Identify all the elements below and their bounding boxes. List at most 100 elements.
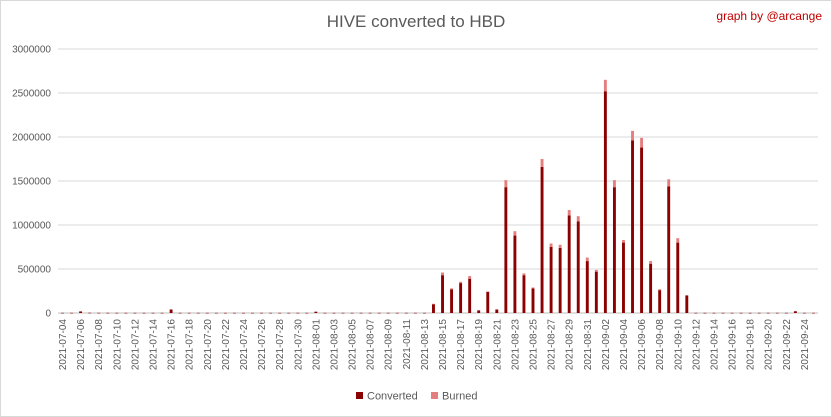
y-tick-label: 1500000 [12, 177, 51, 188]
bar-converted [585, 261, 589, 313]
bar-burned [622, 239, 625, 243]
x-tick-label: 2021-08-11 [402, 319, 413, 370]
bar-converted [432, 304, 435, 313]
y-tick-label: 3000000 [12, 45, 51, 56]
x-tick-label: 2021-07-22 [221, 319, 232, 371]
bar-burned [612, 180, 616, 188]
legend-label-burned: Burned [442, 391, 477, 403]
x-tick-label: 2021-08-19 [474, 319, 485, 371]
bar-converted [169, 309, 173, 313]
legend-swatch-burned [431, 392, 438, 399]
bar-converted [450, 289, 454, 313]
x-tick-label: 2021-08-05 [348, 319, 359, 371]
bar-converted [242, 312, 245, 314]
bar-converted [115, 312, 119, 314]
bar-converted [784, 312, 788, 314]
bar-converted [685, 295, 689, 313]
bar-converted [332, 312, 336, 314]
x-tick-label: 2021-07-10 [112, 319, 123, 371]
bar-converted [187, 312, 191, 314]
legend-label-converted: Converted [367, 391, 418, 403]
x-tick-label: 2021-09-14 [709, 319, 720, 371]
bar-converted [61, 312, 64, 314]
x-tick-label: 2021-07-28 [275, 319, 286, 371]
bar-converted [676, 242, 680, 313]
bar-burned [450, 288, 454, 290]
bar-burned [594, 269, 598, 272]
bar-converted [459, 283, 463, 313]
bar-burned [468, 276, 472, 279]
x-tick-label: 2021-08-21 [492, 319, 503, 371]
bar-burned [603, 79, 607, 92]
bar-burned [649, 261, 653, 264]
x-tick-label: 2021-07-04 [58, 319, 69, 371]
gridlines [58, 48, 818, 314]
bar-converted [721, 312, 725, 314]
x-tick-label: 2021-07-24 [239, 319, 250, 371]
x-tick-label: 2021-09-18 [746, 319, 757, 371]
bar-converted [278, 312, 282, 314]
bar-burned [432, 303, 435, 305]
bar-converted [667, 186, 671, 313]
bar-converted [214, 312, 218, 314]
bar-converted [631, 140, 634, 313]
bar-converted [576, 221, 580, 313]
bar-converted [151, 312, 155, 314]
bar-converted [712, 312, 716, 314]
y-tick-label: 0 [45, 309, 51, 320]
credit-label: graph by @arcange [716, 9, 822, 23]
bar-converted [757, 312, 761, 314]
y-tick-label: 2000000 [12, 133, 51, 144]
x-tick-label: 2021-07-30 [293, 319, 304, 371]
bar-converted [124, 312, 128, 314]
bar-converted [812, 312, 815, 314]
bar-converted [305, 312, 309, 314]
bar-converted [640, 147, 644, 313]
x-tick-label: 2021-08-25 [529, 319, 540, 371]
bar-burned [631, 130, 634, 141]
y-tick-label: 500000 [18, 265, 52, 276]
x-tick-label: 2021-07-08 [94, 319, 105, 371]
bar-converted [513, 235, 517, 313]
legend-swatch-converted [356, 392, 363, 399]
legend: Converted Burned [356, 391, 477, 403]
x-tick-label: 2021-09-04 [619, 319, 630, 371]
y-tick-label: 2500000 [12, 89, 51, 100]
x-tick-label: 2021-08-31 [583, 319, 594, 371]
bar-converted [296, 312, 300, 314]
bar-converted [703, 312, 707, 314]
bar-converted [558, 247, 562, 313]
bar-converted [404, 312, 408, 314]
bar-converted [260, 312, 264, 314]
bar-converted [70, 312, 74, 314]
x-tick-label: 2021-07-26 [257, 319, 268, 371]
bar-burned [667, 179, 671, 187]
bar-converted [522, 275, 526, 313]
bar-burned [459, 281, 463, 284]
bar-converted [88, 312, 92, 314]
bar-converted [477, 310, 481, 313]
bar-converted [802, 312, 806, 314]
bar-burned [576, 216, 580, 222]
bar-converted [386, 312, 390, 314]
bar-converted [287, 312, 291, 314]
y-tick-label: 1000000 [12, 221, 51, 232]
x-tick-label: 2021-09-02 [601, 319, 612, 371]
x-tick-label: 2021-08-07 [366, 319, 377, 371]
x-tick-label: 2021-09-22 [782, 319, 793, 371]
bar-burned [567, 210, 571, 216]
bar-converted [775, 312, 779, 314]
x-tick-label: 2021-08-15 [438, 319, 449, 371]
bar-converted [504, 187, 508, 313]
chart-title: HIVE converted to HBD [326, 12, 506, 31]
x-tick-label: 2021-08-03 [329, 319, 340, 371]
x-tick-label: 2021-08-13 [420, 319, 431, 371]
bar-burned [549, 243, 553, 247]
bar-converted [205, 312, 209, 314]
bar-burned [640, 137, 644, 148]
bar-burned [585, 257, 589, 262]
bar-converted [495, 309, 499, 313]
x-tick-label: 2021-08-01 [311, 319, 322, 371]
bar-converted [377, 312, 381, 314]
